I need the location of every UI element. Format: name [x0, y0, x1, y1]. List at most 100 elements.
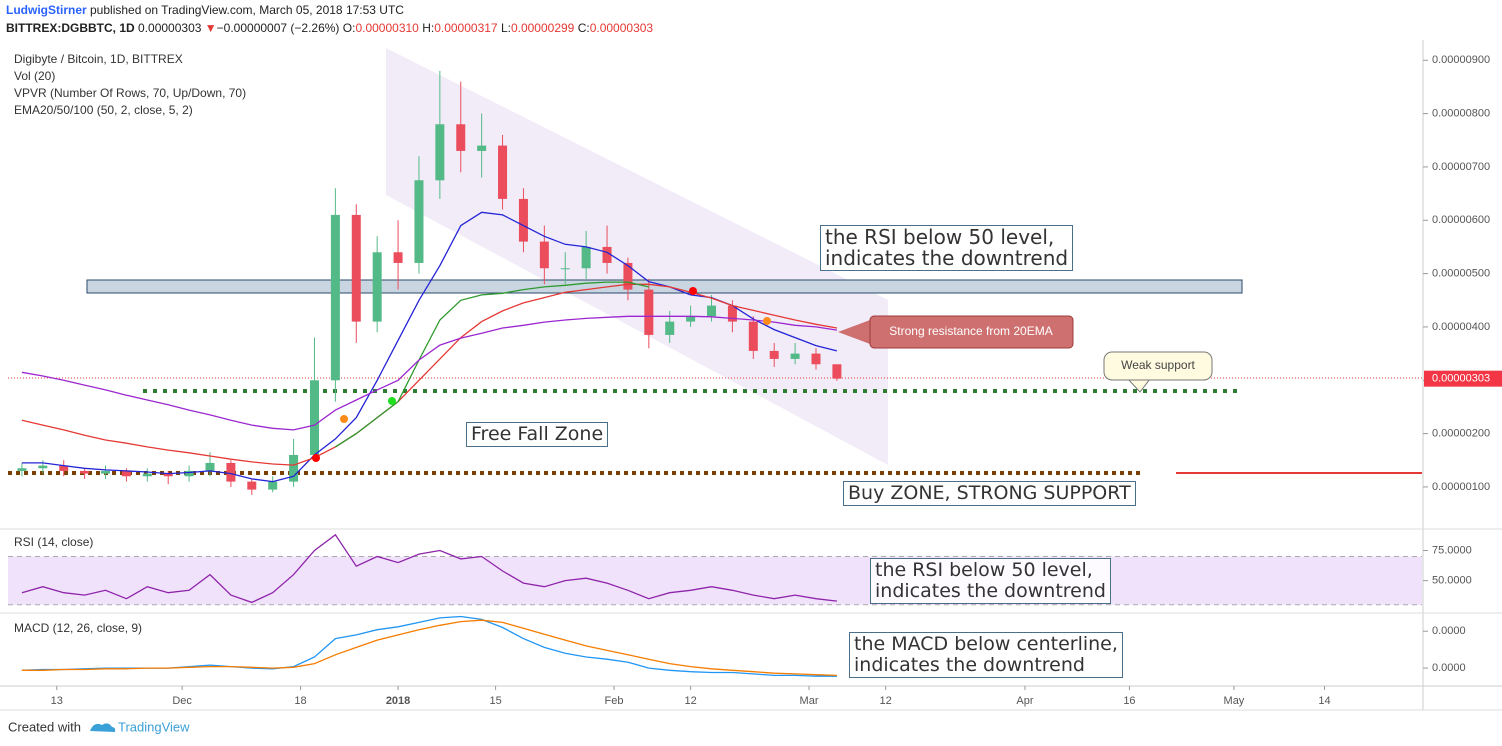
candle-body — [247, 481, 257, 490]
rsi-band — [8, 556, 1422, 605]
note-line: the RSI below 50 level, — [875, 559, 1093, 581]
pane-title: Digibyte / Bitcoin, 1D, BITTREX — [14, 52, 183, 66]
candle-body — [268, 481, 278, 490]
series-line — [21, 619, 837, 677]
y-tick-label: 0.00000500 — [1432, 268, 1490, 280]
symbol: BITTREX:DGBBTC, 1D — [6, 21, 135, 35]
note: Buy ZONE, STRONG SUPPORT — [843, 481, 1136, 506]
y-tick-label: 0.00000400 — [1432, 321, 1490, 333]
candle-body — [372, 252, 382, 322]
h: 0.00000317 — [434, 21, 498, 35]
indicator-label: EMA20/50/100 (50, 2, close, 5, 2) — [14, 103, 193, 117]
y-tick-label: 0.00000100 — [1432, 481, 1490, 493]
x-tick-label: 18 — [294, 695, 306, 707]
x-tick-label: Dec — [172, 695, 192, 707]
candle-body — [142, 473, 152, 477]
note-line: indicates the downtrend — [854, 654, 1085, 676]
candle-body — [665, 321, 675, 335]
pane-title: MACD (12, 26, close, 9) — [14, 621, 142, 635]
note-line: the MACD below centerline, — [854, 633, 1118, 655]
candle-body — [393, 252, 403, 263]
indicator-label: VPVR (Number Of Rows, 70, Up/Down, 70) — [14, 86, 246, 100]
candle-body — [581, 246, 591, 269]
series-line — [21, 283, 838, 466]
change: −0.00000007 (−2.26%) — [216, 21, 340, 35]
arrow: ▼ — [204, 21, 217, 35]
candle-body — [184, 470, 194, 477]
y-tick-label: 0.00000200 — [1432, 428, 1490, 440]
note: the RSI below 50 level, indicates the dow… — [820, 225, 1074, 271]
candle-body — [686, 316, 696, 322]
y-tick-label: 75.0000 — [1432, 544, 1472, 556]
series-line — [21, 211, 838, 483]
logo — [90, 723, 116, 732]
candle-body — [602, 246, 612, 263]
series-line — [21, 533, 837, 604]
y-tick-label: 0.00000900 — [1432, 54, 1490, 66]
callout-box — [1103, 351, 1213, 381]
callout-box — [869, 315, 1074, 349]
candle-body — [226, 462, 236, 482]
candle-body — [811, 353, 821, 365]
last: 0.00000303 — [138, 21, 202, 35]
candle-body — [414, 180, 424, 263]
candle-body — [17, 468, 27, 471]
x-tick-label: Apr — [1016, 695, 1033, 707]
x-tick-label: May — [1224, 695, 1245, 707]
candle-body — [163, 473, 173, 477]
candle-body — [38, 465, 48, 469]
candle-body — [289, 454, 299, 482]
candle-body — [309, 380, 319, 455]
c: 0.00000303 — [589, 21, 654, 35]
candle-body — [707, 305, 717, 317]
series-line — [21, 315, 837, 431]
y-tick-label: 0.00000700 — [1432, 161, 1490, 173]
h-label: H: — [422, 21, 435, 35]
candle-body — [80, 470, 90, 474]
last-price-label: 0.00000303 — [1432, 373, 1490, 385]
candle-body — [790, 353, 800, 359]
candle-body — [644, 289, 654, 335]
candle-body — [560, 268, 570, 270]
candle-body — [456, 124, 466, 151]
candle-body — [351, 214, 361, 322]
candle-body — [518, 198, 528, 242]
publish-line: LudwigStirner published on TradingView.c… — [6, 3, 404, 17]
footer-brand[interactable]: TradingView — [118, 719, 190, 734]
candle-body — [330, 214, 340, 381]
cross-dot — [340, 415, 348, 423]
x-tick-label: 12 — [880, 695, 892, 707]
candle-body — [769, 350, 779, 359]
channel — [386, 48, 888, 465]
note-line: indicates the downtrend — [825, 246, 1069, 270]
series-line — [21, 615, 837, 677]
candle-body — [832, 364, 842, 379]
o-label: O: — [342, 21, 356, 35]
author[interactable]: LudwigStirner — [6, 3, 87, 17]
footer-text: Created with — [8, 719, 81, 734]
series-line — [335, 281, 649, 448]
callout-text: Weak support — [1121, 358, 1195, 372]
note: Free Fall Zone — [466, 422, 609, 447]
x-tick-label: Mar — [800, 695, 819, 707]
y-tick-label: 0.0000 — [1432, 625, 1466, 637]
candle-body — [477, 145, 487, 151]
y-tick-label: 0.00000800 — [1432, 108, 1490, 120]
x-tick-label: Feb — [605, 695, 624, 707]
candle-body — [498, 145, 508, 199]
cross-dot — [312, 454, 320, 462]
note: the MACD below centerline, indicates the … — [849, 632, 1123, 678]
x-tick-label: 2018 — [386, 695, 410, 707]
indicator-label: Vol (20) — [14, 69, 55, 83]
candle-body — [623, 262, 633, 290]
candle-body — [727, 305, 737, 322]
y-tick-label: 0.0000 — [1432, 662, 1466, 674]
note-line: the RSI below 50 level, — [825, 225, 1055, 249]
cross-dot — [763, 317, 771, 325]
published: published on TradingView.com, March 05, … — [86, 3, 404, 17]
l: 0.00000299 — [510, 21, 575, 35]
y-tick-label: 50.0000 — [1432, 575, 1472, 587]
x-tick-label: 13 — [51, 695, 63, 707]
o: 0.00000310 — [355, 21, 419, 35]
candle-body — [59, 465, 69, 471]
